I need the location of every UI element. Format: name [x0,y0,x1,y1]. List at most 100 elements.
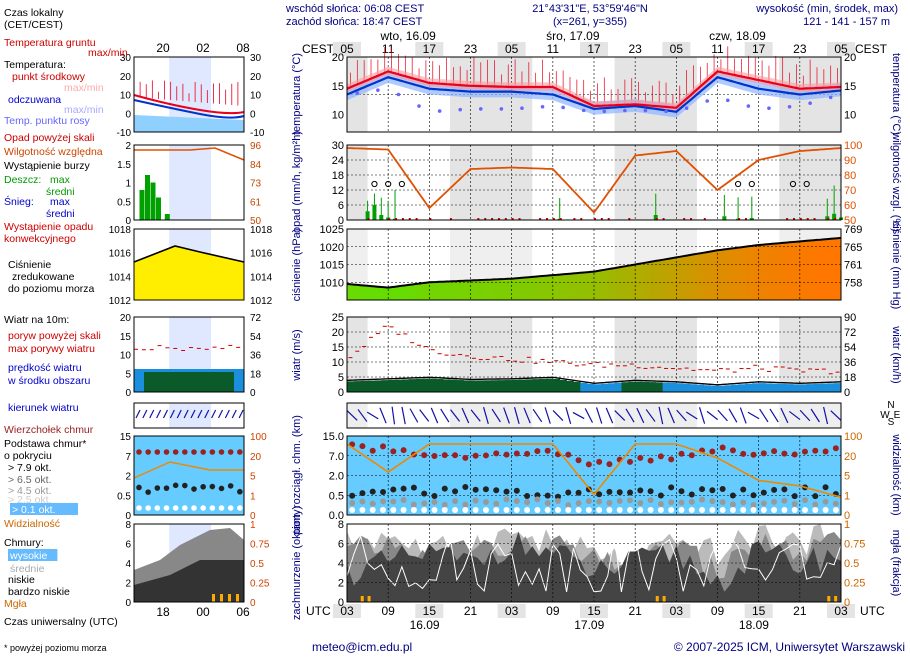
tick-label-left: 2.0 [329,471,344,483]
legend-label: Podstawa chmur* [4,438,86,450]
legend-tick-right: 1 [250,491,256,502]
pressure-fill [484,279,492,300]
legend-label: Ciśnienie [8,259,51,271]
wind-arrow [595,407,603,424]
wind-speed-fill [491,380,499,392]
pressure-fill [456,280,465,300]
wind-speed-fill [600,383,609,392]
wind-arrow [676,409,687,422]
tick-label-right: 18 [844,372,856,384]
legend-label: Temperatura gruntu [4,37,96,49]
cloud-base-dot [390,486,397,493]
wind-speed-fill [703,385,712,392]
cloud-top-dot [781,450,788,457]
cloud-base-dot [729,492,736,499]
pressure-fill [429,282,437,300]
cloud-base-dot [801,507,808,513]
cloud-base-dot [544,499,551,506]
legend-cloud-top [227,449,234,455]
legend-tick-right: 10 [250,91,262,102]
wind-arrow [636,407,645,424]
cloud-base-dot [750,492,757,499]
pressure-fill [443,281,451,300]
hour-label-bottom: 15 [587,604,601,618]
legend-tick-right: 1018 [250,225,273,236]
cloud-top-dot [431,453,438,460]
conv-marker [449,218,452,220]
cloud-base-dot [616,498,623,505]
legend-wind-arrow [176,409,182,419]
wind-speed-fill [552,379,561,392]
wind-speed-fill [731,384,739,392]
legend-wind-arrow [211,409,217,419]
cloud-top-dot [750,451,757,458]
wind-speed-fill [614,382,622,392]
wind-arrow [747,411,760,420]
wind-arrow [419,409,430,422]
wind-arrow [685,411,698,420]
axis-title-left: temperatura (°C) [291,53,303,135]
cloud-base-dot [709,487,716,494]
pressure-fill [710,250,718,300]
cloud-top-dot [482,452,489,459]
legend-label: max porywy wiatru [8,343,95,355]
legend-cloud-base [182,505,188,511]
felt-line [346,75,842,113]
cloud-base-dot [534,496,541,503]
cloud-top-dot [822,448,829,455]
cloud-base-dot [729,507,736,513]
legend-wind-arrow [142,409,148,419]
cloud-top-dot [400,447,407,454]
cloud-base-dot [657,500,664,507]
legend-label: > 7.9 okt. [8,462,52,474]
cloud-base-dot [822,484,829,491]
legend-label: Wilgotność względna [4,146,103,158]
wind-arrow [572,411,585,420]
hour-band [538,42,567,56]
cloud-base-dot [493,500,500,507]
hour-label-top: 23 [793,42,807,56]
tick-label-right: 758 [844,277,862,289]
wind-arrow [780,407,789,424]
cloud-base-dot [709,507,716,513]
wind-arrow [584,408,594,423]
legend-tick-left: 20 [120,72,132,83]
wind-speed-fill [751,383,760,392]
legend-cloud-top [191,449,197,455]
legend-tick-right: 50 [250,216,262,227]
conv-marker [518,218,521,220]
conv-marker [367,218,370,220]
cloud-base-dot [565,507,572,513]
cloud-base-dot [431,507,438,513]
footer-email[interactable]: meteo@icm.edu.pl [312,640,412,654]
hour-band [415,604,444,618]
pressure-fill [511,278,520,300]
legend-tick-left: 8 [125,520,131,531]
wind-speed-fill [792,384,801,392]
wind-dir-bg [347,403,841,428]
dew-point [767,106,771,111]
legend-tick-left: 4 [125,559,131,570]
cloud-base-dot [791,493,798,500]
pressure-fill [449,281,458,300]
conv-marker [703,218,706,220]
legend-panel-frame [133,523,245,603]
legend-wind-arrow [183,409,189,419]
felt-band [347,70,841,118]
legend-tick-left: 0.5 [117,491,131,502]
tz-top-right: CEST [855,42,888,56]
cloud-top-dot [657,453,664,460]
cloud-base-dot [657,507,664,513]
cloud-base-dot [596,491,603,498]
wind-speed-fill [744,383,753,392]
legend-label: max/min [88,47,128,59]
legend-tick-right: 100 [250,432,267,443]
legend-tick-right: 96 [250,141,262,152]
cloud-top-dot [524,450,531,457]
cloud-top-dot [832,445,839,452]
cloud-base-dot [688,491,695,498]
legend-label: kierunek wiatru [8,402,79,414]
wind-arrow [830,410,842,421]
pressure-fill [806,240,815,300]
legend-wind-arrow [169,409,175,419]
